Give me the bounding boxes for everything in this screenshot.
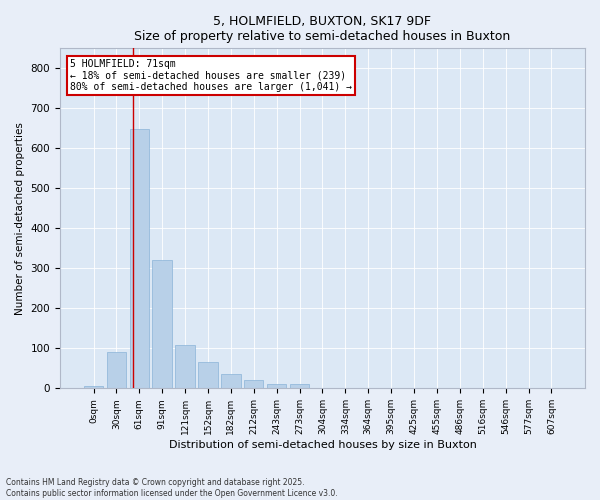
Bar	[198, 362, 218, 388]
Bar	[175, 345, 195, 389]
Bar	[130, 129, 149, 388]
Bar	[244, 380, 263, 388]
Title: 5, HOLMFIELD, BUXTON, SK17 9DF
Size of property relative to semi-detached houses: 5, HOLMFIELD, BUXTON, SK17 9DF Size of p…	[134, 15, 511, 43]
Bar	[221, 374, 241, 388]
Bar	[267, 384, 286, 388]
Text: Contains HM Land Registry data © Crown copyright and database right 2025.
Contai: Contains HM Land Registry data © Crown c…	[6, 478, 338, 498]
Text: 5 HOLMFIELD: 71sqm
← 18% of semi-detached houses are smaller (239)
80% of semi-d: 5 HOLMFIELD: 71sqm ← 18% of semi-detache…	[70, 58, 352, 92]
Bar	[152, 260, 172, 388]
Y-axis label: Number of semi-detached properties: Number of semi-detached properties	[15, 122, 25, 315]
Bar	[107, 352, 126, 389]
X-axis label: Distribution of semi-detached houses by size in Buxton: Distribution of semi-detached houses by …	[169, 440, 476, 450]
Bar	[290, 384, 309, 388]
Bar	[84, 386, 103, 388]
